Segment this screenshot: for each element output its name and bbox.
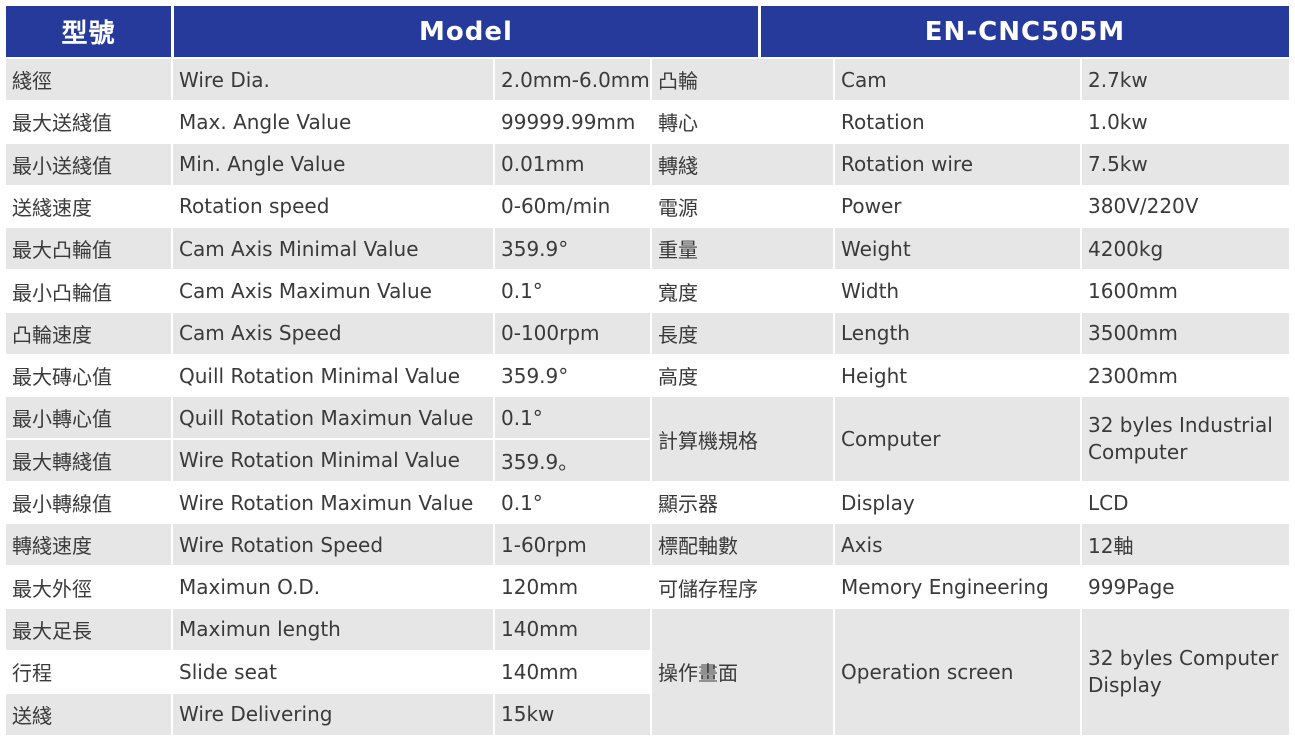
left-row-label-en: Max. Angle Value	[173, 101, 493, 143]
right-row-value: 3500mm	[1082, 312, 1289, 354]
left-row-label-zh: 行程	[6, 651, 171, 693]
right-row-label-en: Rotation wire	[835, 143, 1080, 185]
left-row-label-zh: 綫徑	[6, 59, 171, 100]
right-row-label-en: Axis	[835, 524, 1080, 566]
left-row-label-zh: 最大送綫值	[6, 101, 171, 143]
right-row-value: 999Page	[1082, 566, 1289, 608]
left-row-value: 0.1°	[495, 397, 650, 439]
left-row-label-en: Maximun O.D.	[173, 566, 493, 608]
right-row-value: 2.7kw	[1082, 59, 1289, 100]
right-row-value: 32 byles Computer Display	[1082, 608, 1289, 735]
right-row-label-zh: 長度	[652, 312, 833, 354]
left-row-label-en: Quill Rotation Minimal Value	[173, 355, 493, 397]
right-row-label-zh: 重量	[652, 228, 833, 270]
left-row-label-zh: 轉綫速度	[6, 524, 171, 566]
left-row-value: 0.01mm	[495, 143, 650, 185]
right-row-label-en: Memory Engineering	[835, 566, 1080, 608]
right-row-label-zh: 標配軸數	[652, 524, 833, 566]
left-row-label-zh: 最大外徑	[6, 566, 171, 608]
left-row-value: 0.1°	[495, 270, 650, 312]
right-row-label-en: Width	[835, 270, 1080, 312]
left-row-label-en: Wire Rotation Minimal Value	[173, 439, 493, 481]
left-row-label-zh: 最大磚心值	[6, 355, 171, 397]
left-row-label-zh: 最小轉線值	[6, 482, 171, 523]
left-row-label-en: Cam Axis Speed	[173, 312, 493, 354]
right-row-label-en: Cam	[835, 59, 1080, 100]
left-row-label-en: Wire Dia.	[173, 59, 493, 100]
left-row-label-zh: 凸輪速度	[6, 312, 171, 354]
right-row-value: 12軸	[1082, 524, 1289, 566]
left-row-label-en: Rotation speed	[173, 185, 493, 227]
right-row-value: 2300mm	[1082, 355, 1289, 397]
right-row-label-zh: 計算機規格	[652, 397, 833, 482]
left-row-label-zh: 最大凸輪值	[6, 228, 171, 270]
left-row-value: 359.9。	[495, 439, 650, 481]
header-model-zh: 型號	[6, 6, 171, 57]
right-row-label-en: Power	[835, 185, 1080, 227]
right-row-label-zh: 電源	[652, 185, 833, 227]
right-row-label-zh: 操作畫面	[652, 608, 833, 735]
left-row-label-zh: 最小轉心值	[6, 397, 171, 439]
right-row-label-zh: 顯示器	[652, 482, 833, 523]
left-row-label-en: Quill Rotation Maximun Value	[173, 397, 493, 439]
left-row-value: 0-60m/min	[495, 185, 650, 227]
left-row-value: 2.0mm-6.0mm	[495, 59, 650, 100]
left-row-value: 359.9°	[495, 228, 650, 270]
left-row-label-zh: 最大轉綫值	[6, 439, 171, 481]
left-row-label-en: Wire Rotation Maximun Value	[173, 482, 493, 523]
right-row-value: 380V/220V	[1082, 185, 1289, 227]
right-row-label-en: Weight	[835, 228, 1080, 270]
left-row-label-zh: 最大足長	[6, 608, 171, 650]
left-row-label-zh: 最小凸輪值	[6, 270, 171, 312]
right-row-label-en: Computer	[835, 397, 1080, 482]
right-row-value: 7.5kw	[1082, 143, 1289, 185]
left-row-value: 15kw	[495, 693, 650, 735]
right-row-label-en: Height	[835, 355, 1080, 397]
left-row-value: 0-100rpm	[495, 312, 650, 354]
right-row-value: 4200kg	[1082, 228, 1289, 270]
left-row-value: 1-60rpm	[495, 524, 650, 566]
left-row-label-en: Cam Axis Maximun Value	[173, 270, 493, 312]
left-row-label-en: Cam Axis Minimal Value	[173, 228, 493, 270]
right-row-label-zh: 轉心	[652, 101, 833, 143]
right-row-label-zh: 高度	[652, 355, 833, 397]
left-row-label-en: Wire Rotation Speed	[173, 524, 493, 566]
right-row-label-en: Length	[835, 312, 1080, 354]
left-row-value: 99999.99mm	[495, 101, 650, 143]
left-row-value: 0.1°	[495, 482, 650, 523]
left-row-value: 120mm	[495, 566, 650, 608]
left-row-label-zh: 送綫速度	[6, 185, 171, 227]
right-row-label-zh: 轉綫	[652, 143, 833, 185]
left-row-label-zh: 送綫	[6, 693, 171, 735]
right-row-label-en: Display	[835, 482, 1080, 523]
right-row-label-zh: 凸輪	[652, 59, 833, 100]
right-row-value: 32 byles Industrial Computer	[1082, 397, 1289, 482]
left-row-label-en: Slide seat	[173, 651, 493, 693]
left-row-value: 140mm	[495, 651, 650, 693]
header-model-en: Model	[174, 6, 758, 57]
right-row-label-en: Operation screen	[835, 608, 1080, 735]
left-row-value: 359.9°	[495, 355, 650, 397]
left-row-label-en: Min. Angle Value	[173, 143, 493, 185]
left-row-value: 140mm	[495, 608, 650, 650]
right-row-label-zh: 寬度	[652, 270, 833, 312]
left-row-label-en: Wire Delivering	[173, 693, 493, 735]
right-row-label-zh: 可儲存程序	[652, 566, 833, 608]
right-row-label-en: Rotation	[835, 101, 1080, 143]
left-row-label-en: Maximun length	[173, 608, 493, 650]
header-model-value: EN-CNC505M	[761, 6, 1289, 57]
right-row-value: 1600mm	[1082, 270, 1289, 312]
right-row-value: LCD	[1082, 482, 1289, 523]
left-row-label-zh: 最小送綫值	[6, 143, 171, 185]
right-row-value: 1.0kw	[1082, 101, 1289, 143]
